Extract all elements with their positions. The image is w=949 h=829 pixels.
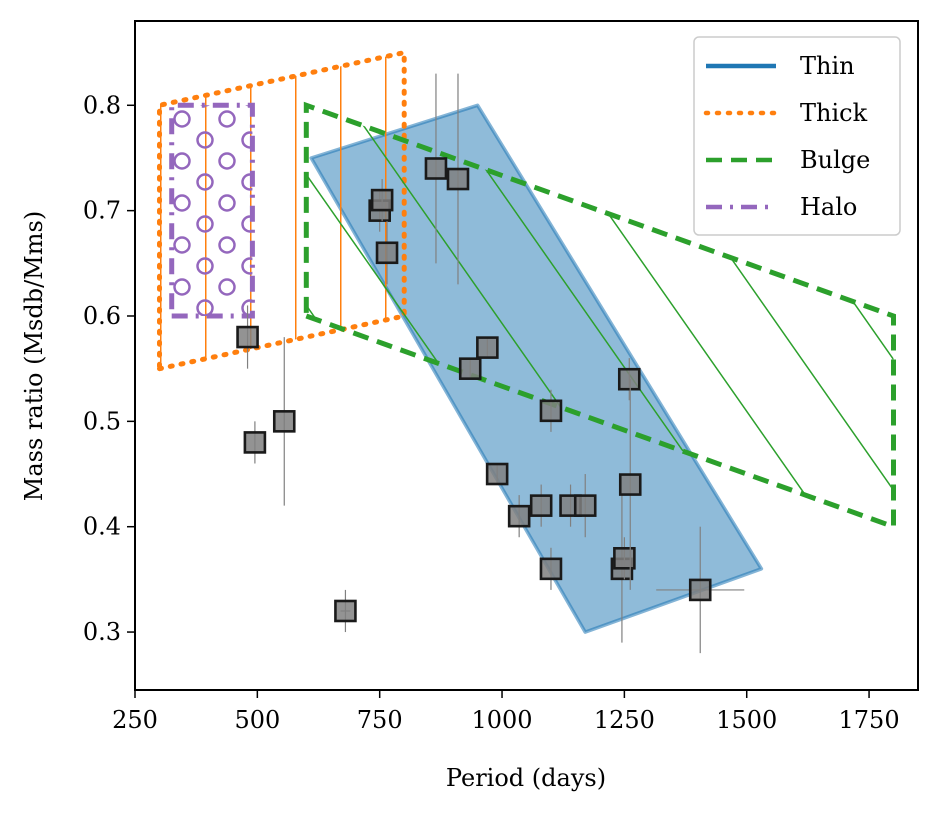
data-point [539,389,563,432]
y-tick-label: 0.4 [83,513,121,541]
data-point [272,337,296,506]
x-tick-label: 1000 [471,706,532,734]
data-point [529,484,553,527]
data-point [424,73,448,264]
point-marker [272,410,296,433]
x-tick-label: 250 [112,706,158,734]
legend: Thin Thick Bulge Halo [693,36,901,236]
x-tick-label: 1250 [594,706,655,734]
point-marker [507,504,531,528]
point-marker [617,367,641,391]
legend-label-thin: Thin [800,52,855,80]
point-marker [446,167,470,191]
point-marker [476,336,499,359]
data-point [236,305,259,369]
point-marker [370,188,394,212]
legend-label-bulge: Bulge [800,146,870,174]
y-tick-label: 0.5 [83,407,121,435]
point-marker [485,462,509,486]
point-marker [613,547,636,570]
legend-box [693,36,901,236]
data-point [458,357,482,380]
data-point [446,73,470,285]
data-point [617,358,641,401]
legend-label-halo: Halo [800,193,857,221]
y-tick-label: 0.3 [83,618,121,646]
data-point [618,379,642,590]
region-bulge-hatch [306,105,894,527]
x-axis-label: Period (days) [446,764,606,792]
region-halo-outline [169,102,255,319]
point-marker [334,599,357,623]
data-point [539,547,563,590]
point-marker [458,357,482,380]
data-point [656,526,745,654]
x-tick-label: 1500 [716,706,777,734]
x-tick-label: 750 [357,706,403,734]
point-marker [539,557,563,581]
region-bulge-outline [303,101,896,531]
data-point [375,221,399,285]
region-thick-outline [157,49,407,372]
data-point [370,179,394,222]
point-marker [243,431,267,454]
plot-frame [134,20,919,691]
data-point [613,537,636,580]
x-tick-label: 500 [234,706,280,734]
point-marker [424,157,448,180]
x-tick-label: 1750 [839,706,900,734]
data-point [476,336,499,359]
data-point [573,474,597,538]
legend-label-thick: Thick [800,99,868,127]
point-marker [688,578,712,602]
data-point [243,421,267,464]
data-point [485,462,509,486]
data-point [507,495,531,538]
region-halo-hatch [171,105,253,316]
y-tick-label: 0.8 [83,91,121,119]
y-axis-label: Mass ratio (Msdb/Mms) [20,211,48,501]
point-marker [529,494,553,517]
data-point [334,589,357,633]
point-marker [539,399,563,423]
point-marker [618,473,642,496]
y-tick-label: 0.6 [83,302,121,330]
point-marker [236,325,259,349]
point-marker [573,494,597,517]
y-tick-label: 0.7 [83,197,121,225]
point-marker [375,241,399,265]
